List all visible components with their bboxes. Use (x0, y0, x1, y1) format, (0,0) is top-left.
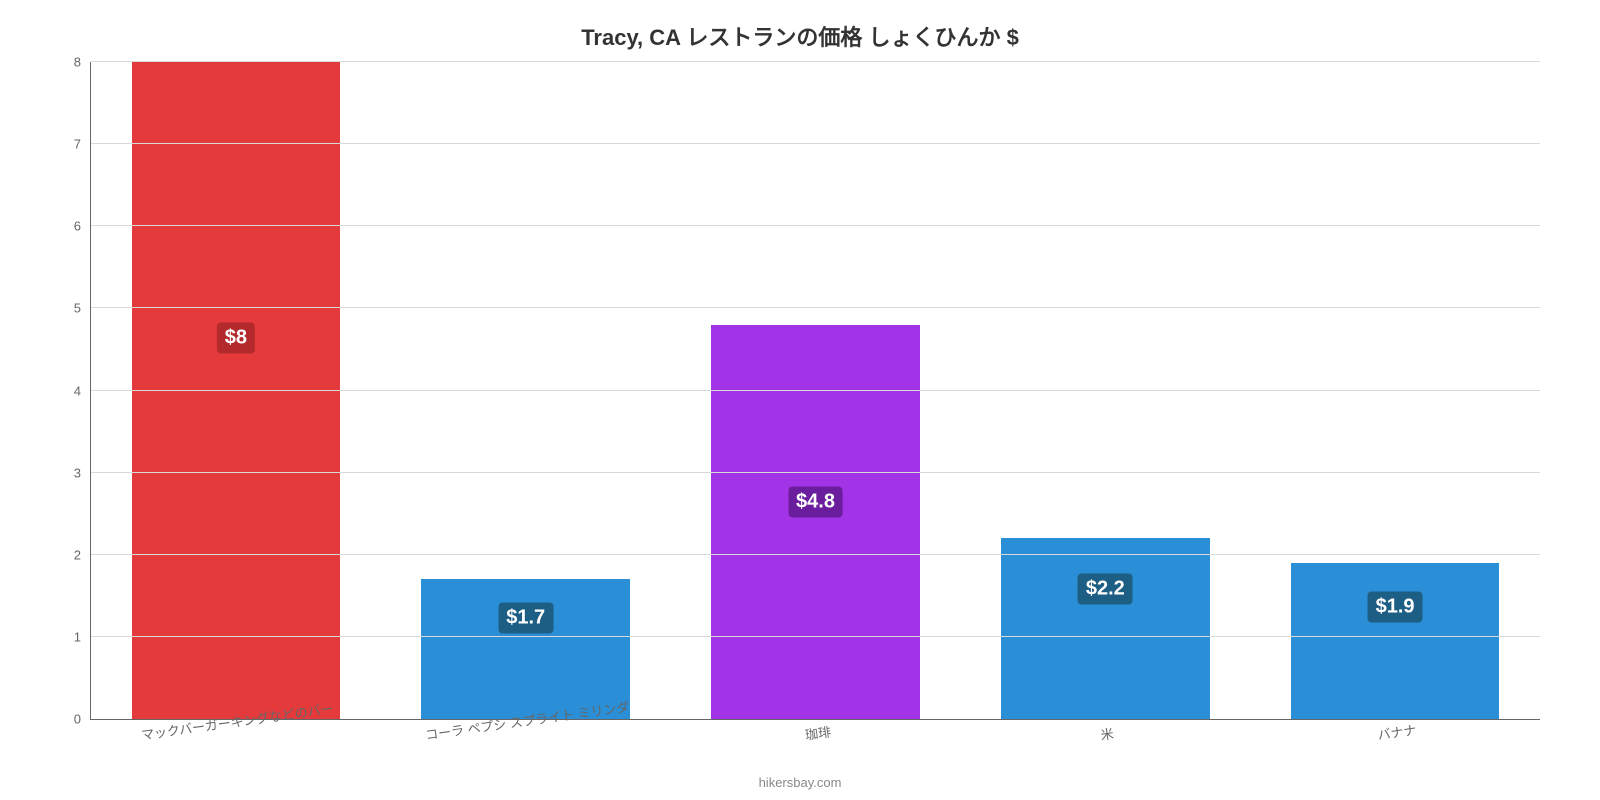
bar-value-label: $2.2 (1078, 573, 1133, 604)
bar-value-label: $1.9 (1368, 591, 1423, 622)
y-tick-label: 5 (74, 301, 91, 316)
x-tick-label: 米 (1099, 717, 1115, 744)
bar (132, 62, 341, 719)
gridline (91, 143, 1540, 144)
y-tick-label: 2 (74, 547, 91, 562)
plot-area: $8$1.7$4.8$2.2$1.9 012345678マックバーガーキングなど… (90, 62, 1540, 720)
y-tick-label: 6 (74, 219, 91, 234)
bar-value-label: $1.7 (498, 603, 553, 634)
gridline (91, 225, 1540, 226)
y-tick-label: 7 (74, 137, 91, 152)
y-tick-label: 8 (74, 55, 91, 70)
gridline (91, 307, 1540, 308)
x-tick-label: 珈琲 (802, 715, 831, 743)
y-tick-label: 1 (74, 629, 91, 644)
credit-text: hikersbay.com (0, 775, 1600, 790)
chart-title: Tracy, CA レストランの価格 しょくひんか $ (0, 20, 1600, 52)
gridline (91, 61, 1540, 62)
x-tick-label: バナナ (1376, 714, 1418, 744)
gridline (91, 472, 1540, 473)
bar (1001, 538, 1210, 719)
bar-value-label: $8 (217, 322, 255, 353)
y-tick-label: 4 (74, 383, 91, 398)
gridline (91, 554, 1540, 555)
y-tick-label: 3 (74, 465, 91, 480)
gridline (91, 636, 1540, 637)
chart-container: Tracy, CA レストランの価格 しょくひんか $ $8 $1.7 $4.8 $2… (0, 0, 1600, 800)
y-tick-label: 0 (74, 712, 91, 727)
gridline (91, 390, 1540, 391)
bar (711, 325, 920, 719)
bar-value-label: $4.8 (788, 487, 843, 518)
bars-layer: $8 $1.7 $4.8 $2.2 $1.9 (91, 62, 1540, 719)
bar (1291, 563, 1500, 719)
